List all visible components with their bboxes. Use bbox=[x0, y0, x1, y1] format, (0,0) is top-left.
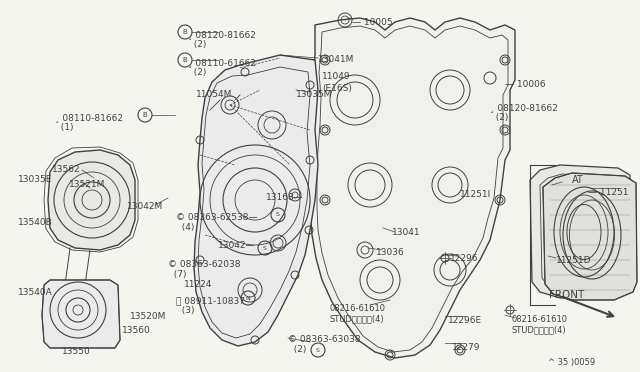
Text: 11251D: 11251D bbox=[556, 256, 591, 265]
Text: 13168—: 13168— bbox=[266, 193, 304, 202]
Text: 13036: 13036 bbox=[376, 248, 404, 257]
Text: ^ 35 )0059: ^ 35 )0059 bbox=[548, 358, 595, 367]
Text: 13520M: 13520M bbox=[130, 312, 166, 321]
Text: (2): (2) bbox=[288, 345, 307, 354]
Text: 11054M: 11054M bbox=[196, 90, 232, 99]
Text: 13521M: 13521M bbox=[69, 180, 106, 189]
Text: © 08363-62038: © 08363-62038 bbox=[168, 260, 241, 269]
Text: (2): (2) bbox=[188, 68, 206, 77]
Text: S: S bbox=[263, 246, 267, 250]
Text: N: N bbox=[246, 295, 250, 301]
Text: — 10005: — 10005 bbox=[352, 18, 392, 27]
Text: 13562: 13562 bbox=[52, 165, 81, 174]
Text: B: B bbox=[143, 112, 147, 118]
Text: 13560: 13560 bbox=[122, 326, 151, 335]
Text: 13042—: 13042— bbox=[218, 241, 255, 250]
Text: STUDスタッド(4): STUDスタッド(4) bbox=[330, 314, 385, 323]
Text: 13550: 13550 bbox=[62, 347, 91, 356]
Text: 13035E: 13035E bbox=[18, 175, 52, 184]
Polygon shape bbox=[310, 18, 515, 358]
Polygon shape bbox=[42, 280, 120, 348]
Text: B: B bbox=[182, 57, 188, 63]
Text: (7): (7) bbox=[168, 270, 186, 279]
Text: FRONT: FRONT bbox=[549, 290, 584, 300]
Text: ¸ 08120-81662: ¸ 08120-81662 bbox=[188, 30, 256, 39]
Text: STUDスタッド(4): STUDスタッド(4) bbox=[512, 325, 566, 334]
Text: 11224: 11224 bbox=[184, 280, 212, 289]
Text: (2): (2) bbox=[188, 40, 206, 49]
Text: 12296: 12296 bbox=[450, 254, 479, 263]
Text: S: S bbox=[276, 212, 280, 218]
Text: AT: AT bbox=[572, 175, 584, 185]
Polygon shape bbox=[530, 165, 632, 298]
Text: (3): (3) bbox=[176, 306, 195, 315]
Text: ¸ 08120-81662: ¸ 08120-81662 bbox=[490, 103, 558, 112]
Polygon shape bbox=[543, 173, 637, 300]
Text: © 08363-63038: © 08363-63038 bbox=[288, 335, 360, 344]
Text: (E16S): (E16S) bbox=[322, 84, 352, 93]
Text: 12279: 12279 bbox=[452, 343, 481, 352]
Text: (4): (4) bbox=[176, 223, 195, 232]
Text: (2): (2) bbox=[490, 113, 508, 122]
Text: 13035M: 13035M bbox=[296, 90, 333, 99]
Polygon shape bbox=[48, 150, 135, 250]
Text: B: B bbox=[182, 29, 188, 35]
Text: — 11251: — 11251 bbox=[588, 188, 628, 197]
Text: 08216-61610: 08216-61610 bbox=[330, 304, 386, 313]
Text: 13042M: 13042M bbox=[127, 202, 163, 211]
Text: ¸ 08110-81662: ¸ 08110-81662 bbox=[55, 113, 123, 122]
Text: 13041M: 13041M bbox=[318, 55, 355, 64]
Text: 12296E: 12296E bbox=[448, 316, 482, 325]
Text: 13041: 13041 bbox=[392, 228, 420, 237]
Text: 13540A: 13540A bbox=[18, 288, 52, 297]
Text: 13540B: 13540B bbox=[18, 218, 52, 227]
Text: © 08363-62538—: © 08363-62538— bbox=[176, 213, 257, 222]
Text: — 10006: — 10006 bbox=[505, 80, 546, 89]
Text: (1): (1) bbox=[55, 123, 74, 132]
Text: S: S bbox=[316, 347, 320, 353]
Text: 11251I: 11251I bbox=[460, 190, 492, 199]
Polygon shape bbox=[194, 55, 318, 346]
Text: Ⓝ 08911-10837: Ⓝ 08911-10837 bbox=[176, 296, 245, 305]
Text: ¸ 08110-61662: ¸ 08110-61662 bbox=[188, 58, 256, 67]
Text: 08216-61610: 08216-61610 bbox=[512, 315, 568, 324]
Text: 11049: 11049 bbox=[322, 72, 351, 81]
